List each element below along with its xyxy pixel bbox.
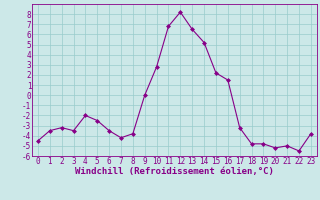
- X-axis label: Windchill (Refroidissement éolien,°C): Windchill (Refroidissement éolien,°C): [75, 167, 274, 176]
